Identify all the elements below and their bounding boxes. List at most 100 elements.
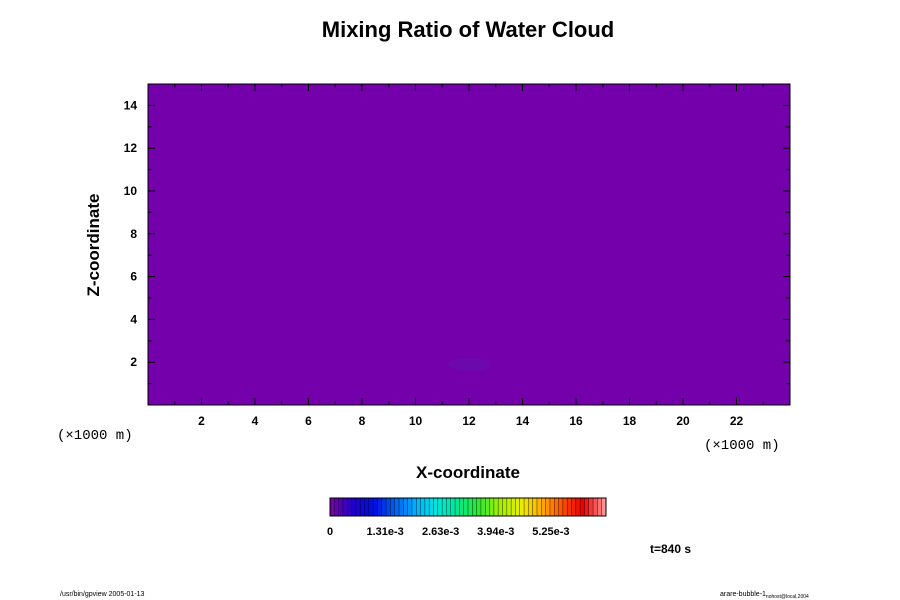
- colorbar-segment: [420, 498, 426, 516]
- colorbar-segment: [584, 498, 590, 516]
- colorbar-segment: [575, 498, 581, 516]
- colorbar-segment: [537, 498, 542, 516]
- x-tick-label: 2: [198, 414, 205, 428]
- colorbar-segment: [364, 498, 370, 516]
- colorbar-segment: [571, 498, 577, 516]
- colorbar-segment: [562, 498, 568, 516]
- colorbar-tick-label: 1.31e-3: [366, 526, 403, 538]
- colorbar-segment: [355, 498, 361, 516]
- footer-right-main: arare-bubble-1: [720, 591, 766, 598]
- y-tick-label: 10: [124, 184, 138, 198]
- colorbar-segment: [601, 498, 607, 516]
- colorbar-segment: [334, 498, 339, 516]
- colorbar-segment: [416, 498, 421, 516]
- y-tick-label: 6: [130, 270, 137, 284]
- colorbar-segment: [588, 498, 594, 516]
- colorbar-segment: [386, 498, 391, 516]
- colorbar-segment: [437, 498, 443, 516]
- heatmap-anomaly: [447, 357, 491, 371]
- chart-title: Mixing Ratio of Water Cloud: [322, 17, 615, 42]
- colorbar-frame: [329, 497, 607, 517]
- colorbar-segment: [338, 498, 344, 516]
- colorbar-segment: [580, 498, 585, 516]
- colorbar-segment: [502, 498, 508, 516]
- x-tick-label: 10: [409, 414, 423, 428]
- plot-area: [147, 83, 791, 406]
- colorbar-segment: [545, 498, 551, 516]
- colorbar-tick-label: 5.25e-3: [532, 526, 569, 538]
- colorbar-segment: [485, 498, 490, 516]
- x-tick-label: 8: [359, 414, 366, 428]
- x-tick-label: 16: [569, 414, 583, 428]
- x-tick-label: 20: [676, 414, 690, 428]
- colorbar-segment: [524, 498, 529, 516]
- colorbar-segment: [532, 498, 538, 516]
- colorbar-segment: [342, 498, 348, 516]
- colorbar-segment: [498, 498, 503, 516]
- colorbar-segment: [472, 498, 477, 516]
- colorbar-segment: [493, 498, 499, 516]
- colorbar-segment: [511, 498, 516, 516]
- colorbar-segment: [399, 498, 404, 516]
- y-tick-label: 8: [130, 227, 137, 241]
- x-tick-label: 18: [623, 414, 637, 428]
- x-tick-label: 6: [305, 414, 312, 428]
- colorbar-segment: [463, 498, 469, 516]
- colorbar-segment: [368, 498, 374, 516]
- x-axis-label: X-coordinate: [416, 463, 520, 482]
- colorbar-segment: [489, 498, 495, 516]
- colorbar-tick-label: 0: [327, 526, 333, 538]
- colorbar-segment: [403, 498, 408, 516]
- x-axis: 2 4 6 8 10 12 14 16 18 20 22: [174, 84, 764, 428]
- colorbar-segment: [528, 498, 533, 516]
- y-axis: 2 4 6 8 10 12 14: [124, 98, 790, 385]
- colorbar-segment: [459, 498, 464, 516]
- colorbar-segment: [381, 498, 387, 516]
- colorbar-segment: [377, 498, 383, 516]
- colorbar-tick-label: 3.94e-3: [477, 526, 514, 538]
- colorbar-segment: [424, 498, 430, 516]
- colorbar-segment: [351, 498, 357, 516]
- colorbar: 0 1.31e-3 2.63e-3 3.94e-3 5.25e-3: [327, 497, 607, 538]
- colorbar-segment: [330, 498, 335, 516]
- colorbar-segment: [429, 498, 434, 516]
- heatmap-field: [148, 84, 790, 405]
- colorbar-segment: [347, 498, 352, 516]
- colorbar-tick-label: 2.63e-3: [422, 526, 459, 538]
- colorbar-segment: [373, 498, 378, 516]
- colorbar-segment: [549, 498, 555, 516]
- footer-right-sub: nohost@local,2004: [766, 594, 809, 600]
- y-tick-label: 4: [130, 312, 137, 326]
- x-tick-label: 22: [730, 414, 744, 428]
- colorbar-segment: [360, 498, 365, 516]
- colorbar-segment: [558, 498, 564, 516]
- colorbar-segment: [411, 498, 417, 516]
- y-tick-label: 2: [130, 355, 137, 369]
- colorbar-segment: [593, 498, 598, 516]
- colorbar-segment: [506, 498, 512, 516]
- colorbar-segment: [390, 498, 395, 516]
- footer-right: arare-bubble-1nohost@local,2004: [720, 591, 809, 600]
- colorbar-segment: [450, 498, 456, 516]
- colorbar-segment: [407, 498, 413, 516]
- time-label: t=840 s: [650, 542, 691, 556]
- colorbar-segment: [567, 498, 572, 516]
- y-axis-label: Z-coordinate: [84, 194, 103, 297]
- colorbar-segment: [394, 498, 400, 516]
- colorbar-segment: [446, 498, 452, 516]
- colorbar-segment: [442, 498, 447, 516]
- colorbar-segment: [455, 498, 460, 516]
- x-tick-label: 14: [516, 414, 530, 428]
- x-unit-label-right: (×1000 m): [704, 438, 780, 454]
- x-tick-label: 4: [252, 414, 259, 428]
- x-tick-label: 12: [462, 414, 476, 428]
- colorbar-segment: [476, 498, 482, 516]
- colorbar-segment: [554, 498, 559, 516]
- colorbar-segment: [541, 498, 546, 516]
- y-tick-label: 14: [124, 98, 138, 112]
- footer-left: /usr/bin/gpview 2005-01-13: [60, 591, 145, 598]
- colorbar-segment: [480, 498, 486, 516]
- colorbar-segment: [433, 498, 439, 516]
- colorbar-segment: [597, 498, 602, 516]
